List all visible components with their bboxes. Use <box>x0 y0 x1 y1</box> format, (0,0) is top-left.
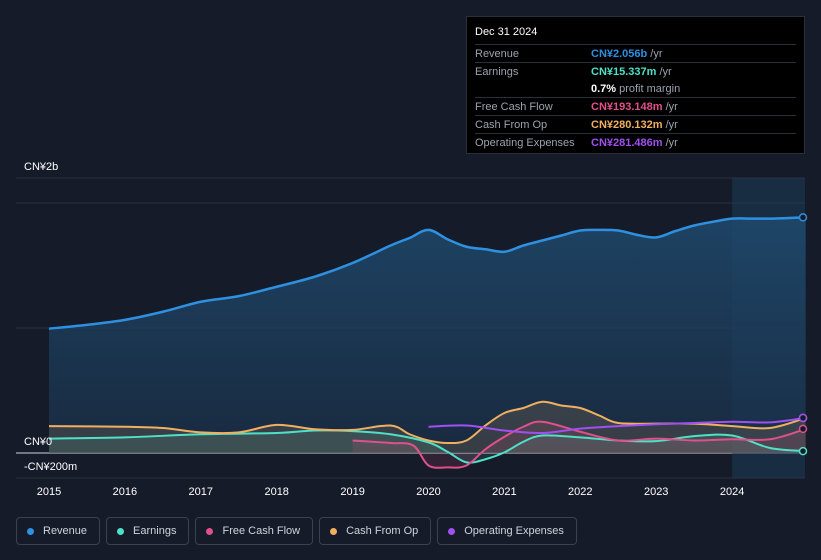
tooltip-row-name: Cash From Op <box>475 118 548 131</box>
free-cash-flow-line <box>352 420 807 469</box>
tooltip-row: Earnings CN¥15.337m/yr <box>475 62 796 80</box>
x-tick-label: 2022 <box>568 486 592 498</box>
tooltip-row-value: 0.7% <box>591 82 617 95</box>
tooltip-row-unit: /yr <box>650 47 663 60</box>
chart-legend: Revenue Earnings Free Cash Flow Cash From O… <box>16 517 577 545</box>
earnings-area <box>49 430 806 463</box>
legend-dot-icon <box>330 527 338 535</box>
legend-label: Free Cash Flow <box>222 525 301 537</box>
legend-label: Earnings <box>133 525 177 537</box>
y-axis-zero-label: CN¥0 <box>24 436 52 448</box>
series-areas <box>49 217 806 468</box>
earnings-end-marker <box>798 446 808 456</box>
tooltip-row-name: Earnings <box>475 65 519 78</box>
y-axis-bottom-label: -CN¥200m <box>24 461 77 473</box>
legend-label: Operating Expenses <box>464 525 564 537</box>
tooltip-row: 0.7% profit margin <box>475 80 796 97</box>
revenue-line <box>48 216 806 330</box>
tooltip-row: Operating Expenses CN¥281.486m/yr <box>475 133 796 151</box>
legend-dot-icon <box>448 527 456 535</box>
free-cash-flow-end-marker <box>798 424 808 434</box>
tooltip-row: Revenue CN¥2.056b/yr <box>475 44 796 62</box>
legend-dot-icon <box>27 527 34 535</box>
legend-dot-icon <box>117 527 125 535</box>
tooltip-row-unit: /yr <box>665 118 678 131</box>
tooltip-row: Free Cash Flow CN¥193.148m/yr <box>475 97 796 115</box>
x-tick-label: 2015 <box>37 486 61 498</box>
y-axis-top-label: CN¥2b <box>24 161 58 173</box>
legend-item-cash-from-op[interactable]: Cash From Op <box>319 517 432 545</box>
series-end-markers <box>798 213 808 456</box>
x-tick-label: 2016 <box>113 486 137 498</box>
free-cash-flow-area <box>352 421 806 468</box>
revenue-area <box>49 217 806 453</box>
operating-expenses-line <box>428 416 806 435</box>
x-tick-label: 2017 <box>189 486 213 498</box>
tooltip-row-unit: /yr <box>665 136 678 149</box>
legend-item-operating-expenses[interactable]: Operating Expenses <box>437 517 577 545</box>
tooltip-row-name: Operating Expenses <box>475 136 575 149</box>
tooltip-row-unit: profit margin <box>619 82 681 95</box>
tooltip-row-name: Free Cash Flow <box>475 100 553 113</box>
legend-item-earnings[interactable]: Earnings <box>106 517 190 545</box>
tooltip-row-name: Revenue <box>475 47 520 60</box>
legend-dot-icon <box>206 527 214 535</box>
tooltip-row: Cash From Op CN¥280.132m/yr <box>475 115 796 133</box>
x-tick-label: 2021 <box>492 486 516 498</box>
data-tooltip: Dec 31 2024 Revenue CN¥2.056b/yr Earnings C… <box>466 16 805 154</box>
tooltip-row-value: CN¥281.486m <box>591 136 663 149</box>
tooltip-row-value: CN¥193.148m <box>591 100 663 113</box>
legend-item-free-cash-flow[interactable]: Free Cash Flow <box>195 517 314 545</box>
legend-label: Revenue <box>43 525 88 537</box>
tooltip-row-unit: /yr <box>659 65 672 78</box>
series-lines <box>48 216 807 469</box>
earnings-line <box>48 429 806 464</box>
tooltip-date: Dec 31 2024 <box>475 26 538 38</box>
tooltip-rows: Revenue CN¥2.056b/yr Earnings CN¥15.337m/yr… <box>475 44 796 151</box>
tooltip-row-value: CN¥15.337m <box>591 65 657 78</box>
tooltip-row-value: CN¥2.056b <box>591 47 648 60</box>
x-tick-label: 2020 <box>416 486 440 498</box>
legend-item-revenue[interactable]: Revenue <box>16 517 101 545</box>
operating-expenses-end-marker <box>798 413 808 423</box>
x-tick-label: 2019 <box>340 486 364 498</box>
revenue-end-marker <box>798 213 808 222</box>
x-tick-label: 2024 <box>720 486 744 498</box>
legend-label: Cash From Op <box>346 525 419 537</box>
tooltip-row-unit: /yr <box>665 100 678 113</box>
x-tick-label: 2023 <box>644 486 668 498</box>
x-tick-label: 2018 <box>264 486 288 498</box>
tooltip-row-value: CN¥280.132m <box>591 118 663 131</box>
x-axis-ticks: 2015 2016 2017 2018 2019 2020 2021 2022 2023 2024 <box>37 486 745 498</box>
